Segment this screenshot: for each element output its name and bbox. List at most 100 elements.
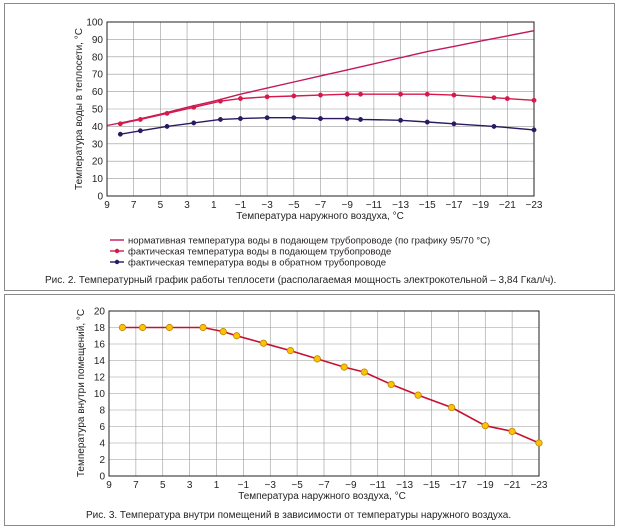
c2-series-0-point: [414, 391, 422, 399]
c2-series-0-point: [508, 427, 516, 436]
c1-series-1-point: [164, 110, 170, 116]
c2-y-tick-label: 12: [94, 373, 106, 384]
legend-swatch-marker: [114, 259, 120, 265]
c1-series-2-point: [164, 123, 170, 129]
c2-x-tick-label: −3: [265, 480, 277, 491]
chart1-y-axis-label: Температура воды в теплосети, °С: [74, 28, 85, 190]
c1-y-tick-label: 40: [92, 122, 104, 133]
c2-x-tick-label: −23: [531, 480, 548, 491]
c1-series-1-point: [531, 97, 537, 103]
c2-y-tick-label: 2: [99, 455, 105, 466]
c1-x-tick-label: −15: [419, 200, 436, 211]
figure-2-caption: Рис. 2. Температурный график работы тепл…: [45, 275, 557, 286]
c1-series-1-point: [237, 96, 243, 102]
c1-series-2-line: [120, 116, 535, 135]
legend-label: фактическая температура воды в обратном …: [128, 258, 386, 269]
c2-y-tick-label: 20: [94, 307, 106, 318]
figure-2-panel: [4, 3, 615, 291]
c1-series-1-point: [191, 104, 197, 110]
c1-y-tick-label: 0: [97, 192, 103, 203]
c1-series-2-point: [117, 131, 123, 137]
chart1-x-tick-labels: 9 7 5 3 1 −1 −3 −5 −7 −9 −11 −13 −15 −17 −19 −21 −23: [104, 200, 543, 211]
c1-x-tick-label: −9: [341, 200, 353, 211]
c2-x-tick-label: −13: [396, 480, 413, 491]
c2-series-0-point: [448, 403, 456, 412]
c1-series-2-point: [137, 128, 143, 134]
c1-series-1-point: [424, 91, 430, 97]
c2-y-tick-label: 4: [99, 439, 105, 450]
c2-y-tick-label: 16: [94, 340, 106, 351]
c2-x-tick-label: −9: [345, 480, 357, 491]
c1-x-tick-label: −17: [445, 200, 462, 211]
c2-series-0-point: [360, 368, 368, 376]
c1-x-tick-label: −19: [472, 200, 489, 211]
c1-series-1-point: [117, 121, 123, 127]
c2-series-0-line: [122, 326, 540, 444]
chart2-x-axis-label: Температура наружного воздуха, °С: [238, 491, 406, 502]
c1-series-2-point: [318, 116, 323, 122]
c1-series-2-point: [291, 115, 297, 121]
c2-series-0-point: [286, 346, 295, 355]
chart1-legend: нормативная температура воды в подающем …: [110, 236, 490, 269]
c1-series-1-point: [264, 94, 270, 100]
chart2-series: [118, 323, 543, 447]
c1-y-tick-label: 30: [92, 139, 104, 150]
c1-series-1-point: [358, 91, 363, 97]
c1-series-2-point: [191, 120, 197, 126]
legend-label: нормативная температура воды в подающем …: [128, 236, 490, 247]
c1-series-2-point: [491, 123, 497, 129]
c1-series-2-point: [344, 116, 350, 122]
c2-x-tick-label: 1: [214, 480, 220, 491]
c1-series-2-point: [264, 115, 270, 121]
c1-series-1-point: [318, 92, 323, 98]
c1-y-tick-label: 70: [92, 70, 104, 81]
c1-x-tick-label: −3: [261, 200, 273, 211]
chart1-y-tick-labels: 0 10 20 30 40 50 60 70 80 90 100: [86, 18, 103, 203]
c2-x-tick-label: −21: [504, 480, 521, 491]
c2-y-tick-label: 6: [99, 422, 105, 433]
c2-x-tick-label: 5: [160, 480, 166, 491]
c2-x-tick-label: 7: [133, 480, 139, 491]
chart1-grid: [107, 22, 534, 196]
c1-series-2-point: [398, 117, 404, 123]
c2-x-tick-label: −5: [291, 480, 303, 491]
c1-series-2-point: [217, 116, 223, 122]
c2-x-tick-label: −19: [477, 480, 494, 491]
c2-series-0-point: [340, 363, 348, 371]
legend-swatch-marker: [114, 248, 120, 254]
c1-series-0-line: [106, 30, 535, 127]
c2-series-0-point: [118, 323, 127, 332]
c1-x-tick-label: 9: [104, 200, 110, 211]
c1-y-tick-label: 60: [92, 87, 104, 98]
c1-series-1-point: [217, 98, 223, 104]
chart2-y-axis-label: Температура внутри помещений, °С: [76, 309, 87, 477]
c1-x-tick-label: −5: [288, 200, 300, 211]
c2-x-tick-label: 9: [106, 480, 112, 491]
c2-series-0-point: [233, 332, 241, 340]
c1-x-tick-label: −23: [526, 200, 543, 211]
c1-series-1-point: [344, 91, 350, 97]
c2-x-tick-label: −17: [450, 480, 467, 491]
c2-y-tick-label: 10: [94, 389, 106, 400]
c2-series-0-point: [138, 323, 147, 332]
legend-label: фактическая температура воды в подающем …: [128, 247, 391, 258]
c1-y-tick-label: 90: [92, 35, 104, 46]
c1-x-tick-label: 7: [131, 200, 137, 211]
c2-x-tick-label: −15: [423, 480, 440, 491]
c2-series-0-point: [481, 422, 489, 430]
c2-y-tick-label: 0: [99, 472, 105, 483]
chart1-series: [106, 30, 537, 137]
c1-x-tick-label: 1: [211, 200, 217, 211]
c1-y-tick-label: 100: [86, 18, 103, 29]
c2-series-0-point: [535, 439, 543, 447]
c1-y-tick-label: 20: [92, 157, 104, 168]
c1-series-1-point: [451, 92, 457, 98]
c1-y-tick-label: 50: [92, 105, 104, 116]
chart2-x-tick-labels: 9 7 5 3 1 −1 −3 −5 −7 −9 −11 −13 −15 −17 −19 −21 −23: [106, 480, 548, 491]
c1-series-1-point: [398, 91, 404, 97]
c1-x-tick-label: −13: [392, 200, 409, 211]
c2-series-0-point: [199, 323, 207, 332]
chart2-plot-frame: [108, 310, 540, 477]
c2-series-0-point: [259, 339, 268, 347]
